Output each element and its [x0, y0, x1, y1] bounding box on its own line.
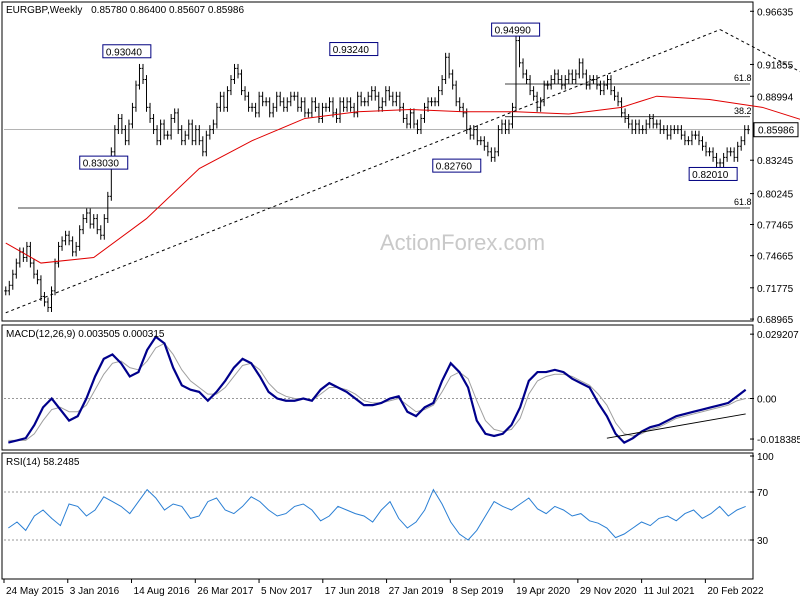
price-annotation-box — [432, 158, 482, 173]
price-annotation-label: 0.83030 — [83, 159, 120, 170]
fib-level-label: 61.8 — [734, 197, 752, 207]
x-tick-label: 29 Nov 2020 — [580, 586, 637, 597]
macd-panel-frame — [1, 324, 754, 451]
y-tick-label: 0.68965 — [757, 315, 794, 326]
x-tick-label: 14 Aug 2016 — [134, 586, 191, 597]
y-tick-label: 0.80245 — [757, 190, 794, 201]
macd-title: MACD(12,26,9) 0.003505 0.000315 — [6, 329, 165, 340]
price-annotation-label: 0.93040 — [106, 47, 143, 58]
fib-level-label: 38.2 — [734, 106, 752, 116]
price-annotation-box — [688, 166, 738, 181]
macd-layer — [4, 335, 750, 444]
watermark: ActionForex.com — [380, 230, 545, 255]
rsi-title: RSI(14) 58.2485 — [6, 457, 80, 468]
macd-y-tick-label: 0.00 — [757, 395, 777, 406]
x-tick-label: 11 Jul 2021 — [644, 586, 695, 597]
y-tick-label: 0.71775 — [757, 284, 794, 295]
price-annotation-box — [79, 155, 129, 170]
x-tick-label: 24 May 2015 — [6, 586, 64, 597]
macd-trendline — [606, 413, 746, 439]
x-tick-label: 8 Sep 2019 — [452, 586, 504, 597]
symbol-label: EURGBP,Weekly — [6, 5, 82, 16]
price-annotation-label: 0.93240 — [333, 45, 370, 56]
fib-level-label: 61.8 — [734, 73, 752, 83]
price-title: EURGBP,Weekly 0.85780 0.86400 0.85607 0.… — [6, 5, 244, 16]
macd-y-tick-label: -0.018385 — [757, 435, 800, 446]
x-tick-label: 17 Jun 2018 — [325, 586, 380, 597]
y-tick-label: 0.91855 — [757, 60, 794, 71]
x-tick-label: 26 Mar 2017 — [197, 586, 254, 597]
rsi-y-tick-label: 30 — [757, 536, 769, 547]
last-price-label: 0.85986 — [758, 126, 795, 137]
y-tick-label: 0.77465 — [757, 221, 794, 232]
x-tick-label: 27 Jan 2019 — [389, 586, 444, 597]
y-tick-label: 0.96635 — [757, 7, 794, 18]
y-tick-label: 0.88994 — [757, 92, 794, 103]
ohlc-summary: 0.85780 0.86400 0.85607 0.85986 — [91, 5, 244, 16]
price-layer: 61.8 38.2 61.8 0.93040 0.83030 0.93240 0.82760… — [4, 22, 800, 314]
last-price-box — [753, 122, 799, 138]
x-tick-label: 19 Apr 2020 — [516, 586, 570, 597]
price-annotation-label: 0.94990 — [495, 26, 532, 37]
trendline-rising-support — [5, 29, 721, 314]
macd-series-macd — [8, 335, 747, 444]
y-tick-label: 0.74665 — [757, 252, 794, 263]
x-tick-label: 3 Jan 2016 — [70, 586, 120, 597]
rsi-y-tick-label: 70 — [757, 488, 769, 499]
rsi-panel-frame — [1, 452, 754, 580]
y-tick-label: 0.83245 — [757, 156, 794, 167]
price-annotation-box — [329, 42, 379, 57]
x-tick-label: 20 Feb 2022 — [707, 586, 764, 597]
axis-layer: 0.96635 0.91855 0.88994 0.85986 0.83245 0.802… — [3, 7, 800, 597]
x-tick-label: 5 Nov 2017 — [261, 586, 313, 597]
rsi-series-line — [8, 488, 746, 541]
price-annotation-box — [491, 22, 541, 37]
price-annotation-label: 0.82010 — [692, 170, 729, 181]
moving-average-line — [5, 95, 800, 264]
price-annotation-label: 0.82760 — [436, 162, 473, 173]
price-panel-frame — [1, 1, 754, 322]
rsi-layer — [4, 488, 750, 541]
rsi-y-tick-label: 100 — [757, 452, 774, 463]
macd-y-tick-label: 0.029207 — [757, 330, 799, 341]
price-annotation-box — [102, 44, 152, 59]
